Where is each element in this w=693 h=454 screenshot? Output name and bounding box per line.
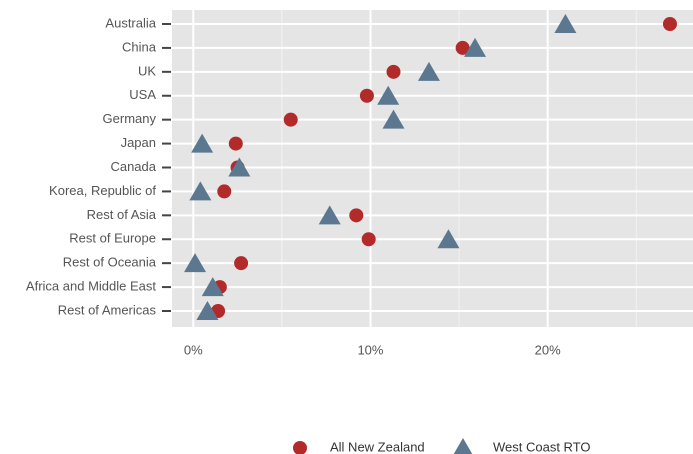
circle-marker bbox=[662, 17, 677, 31]
x-tick-label: 10% bbox=[357, 342, 383, 357]
y-tick-label: Korea, Republic of bbox=[49, 183, 156, 198]
y-tick-label: Rest of Americas bbox=[58, 302, 157, 317]
y-tick-label: Japan bbox=[121, 135, 156, 150]
triangle-marker bbox=[382, 109, 405, 129]
y-tick-label: Germany bbox=[103, 111, 157, 126]
circle-marker bbox=[359, 88, 374, 103]
y-tick-label: Rest of Asia bbox=[87, 207, 157, 222]
y-tick-label: Canada bbox=[110, 159, 156, 174]
y-tick-label: Africa and Middle East bbox=[26, 279, 156, 294]
x-tick-label: 0% bbox=[184, 342, 203, 357]
y-tick-label: UK bbox=[138, 63, 156, 78]
y-tick-label: Australia bbox=[105, 15, 156, 30]
circle-marker bbox=[234, 256, 249, 271]
triangle-marker bbox=[228, 157, 251, 177]
circle-marker bbox=[361, 232, 376, 247]
triangle-marker bbox=[201, 277, 224, 297]
triangle-marker bbox=[437, 229, 460, 249]
circle-marker bbox=[217, 184, 232, 199]
y-tick-label: China bbox=[122, 39, 157, 54]
circle-marker bbox=[283, 112, 298, 127]
circle-marker bbox=[386, 64, 401, 79]
triangle-marker bbox=[189, 181, 212, 201]
triangle-marker bbox=[377, 85, 400, 105]
triangle-marker bbox=[191, 133, 214, 153]
circle-marker bbox=[228, 136, 243, 151]
legend-label: West Coast RTO bbox=[493, 439, 591, 454]
x-tick-label: 20% bbox=[535, 342, 561, 357]
circle-marker bbox=[455, 40, 470, 55]
circle-marker bbox=[293, 441, 307, 454]
y-tick-label: Rest of Europe bbox=[69, 231, 156, 246]
triangle-marker bbox=[196, 301, 219, 320]
triangle-marker bbox=[184, 253, 207, 273]
triangle-marker bbox=[554, 14, 577, 33]
triangle-marker bbox=[464, 37, 487, 57]
triangle-marker bbox=[318, 205, 341, 225]
y-tick-label: USA bbox=[129, 87, 156, 102]
triangle-marker bbox=[417, 61, 440, 81]
y-tick-label: Rest of Oceania bbox=[63, 255, 157, 270]
triangle-marker bbox=[453, 438, 473, 454]
circle-marker bbox=[349, 208, 364, 223]
legend-label: All New Zealand bbox=[330, 439, 425, 454]
